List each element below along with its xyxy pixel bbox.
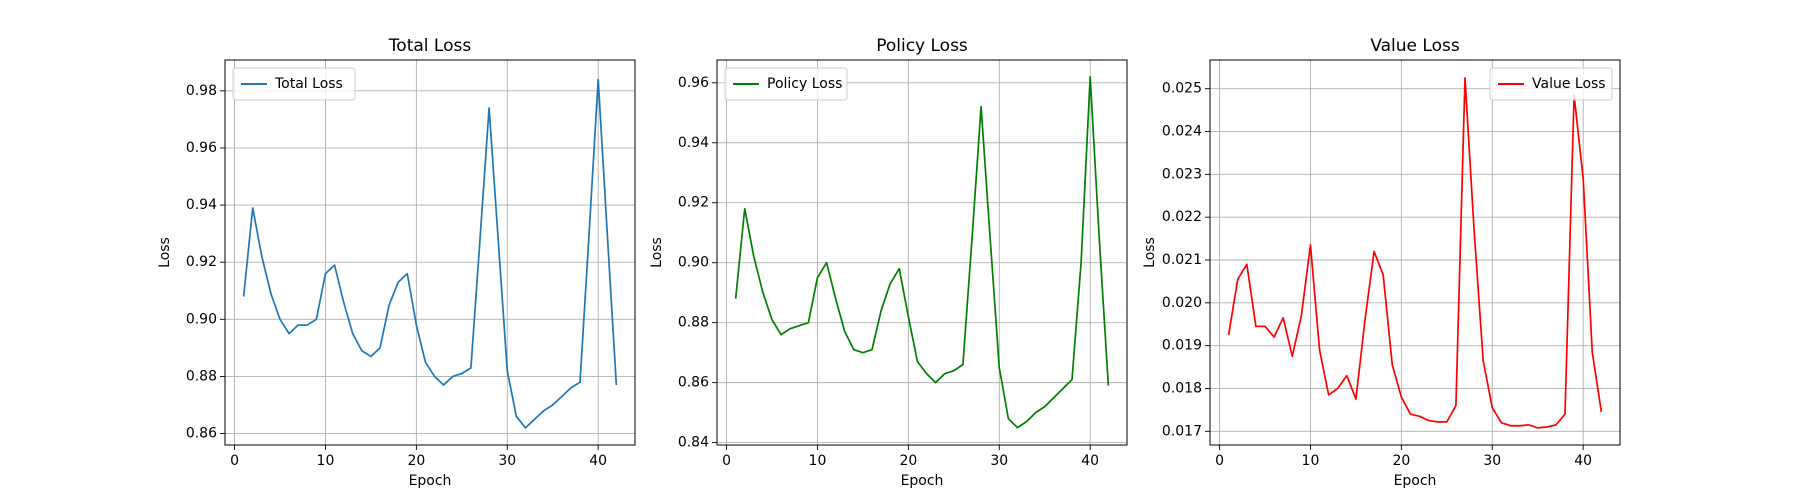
x-tick-label: 10 [809,453,827,469]
legend-label: Value Loss [1532,76,1606,92]
y-tick-label: 0.018 [1162,380,1202,396]
y-axis-label: Loss [1142,237,1158,268]
y-tick-label: 0.017 [1162,423,1202,439]
legend: Policy Loss [724,67,848,101]
series-line [242,78,618,429]
y-tick-label: 0.024 [1162,124,1202,140]
x-tick-label: 30 [990,453,1008,469]
y-tick-label: 0.92 [186,254,217,270]
y-tick-label: 0.025 [1162,81,1202,97]
legend-box [232,67,356,101]
y-tick-label: 0.98 [186,83,217,99]
legend: Value Loss [1489,67,1613,101]
y-tick-label: 0.84 [678,435,709,451]
y-tick-label: 0.96 [678,75,709,91]
x-tick-label: 10 [1302,453,1320,469]
y-tick-label: 0.019 [1162,338,1202,354]
y-axis-label: Loss [649,237,665,268]
y-tick-label: 0.94 [186,197,217,213]
y-tick-label: 0.92 [678,195,709,211]
x-axis-label: Epoch [1394,473,1437,489]
y-tick-label: 0.86 [186,426,217,442]
x-tick-label: 40 [589,453,607,469]
series-line [1227,77,1603,429]
x-tick-label: 20 [899,453,917,469]
legend-label: Policy Loss [767,76,842,92]
y-tick-label: 0.90 [186,311,217,327]
x-tick-label: 0 [230,453,239,469]
axes-frame [716,59,1128,446]
y-tick-label: 0.022 [1162,209,1202,225]
y-tick-label: 0.96 [186,140,217,156]
chart-title: Policy Loss [876,36,968,56]
legend-label: Total Loss [274,76,343,92]
x-axis-label: Epoch [409,473,452,489]
x-tick-label: 0 [1215,453,1224,469]
chart-title: Total Loss [388,36,472,56]
axes-frame [224,59,636,446]
axes-frame [1209,59,1621,446]
chart-title: Value Loss [1370,36,1460,56]
y-axis-label: Loss [157,237,173,268]
y-tick-label: 0.90 [678,255,709,271]
x-tick-label: 40 [1081,453,1099,469]
legend-box [1489,67,1613,101]
x-tick-label: 20 [1392,453,1410,469]
y-tick-label: 0.86 [678,375,709,391]
y-tick-label: 0.88 [186,368,217,384]
x-tick-label: 10 [317,453,335,469]
x-axis-label: Epoch [901,473,944,489]
x-tick-label: 30 [1483,453,1501,469]
y-tick-label: 0.020 [1162,295,1202,311]
series-line [734,75,1110,429]
legend-box [724,67,848,101]
y-tick-label: 0.021 [1162,252,1202,268]
y-tick-label: 0.023 [1162,166,1202,182]
y-tick-label: 0.88 [678,315,709,331]
x-tick-label: 40 [1574,453,1592,469]
y-tick-label: 0.94 [678,135,709,151]
x-tick-label: 20 [407,453,425,469]
x-tick-label: 30 [498,453,516,469]
x-tick-label: 0 [722,453,731,469]
legend: Total Loss [232,67,356,101]
